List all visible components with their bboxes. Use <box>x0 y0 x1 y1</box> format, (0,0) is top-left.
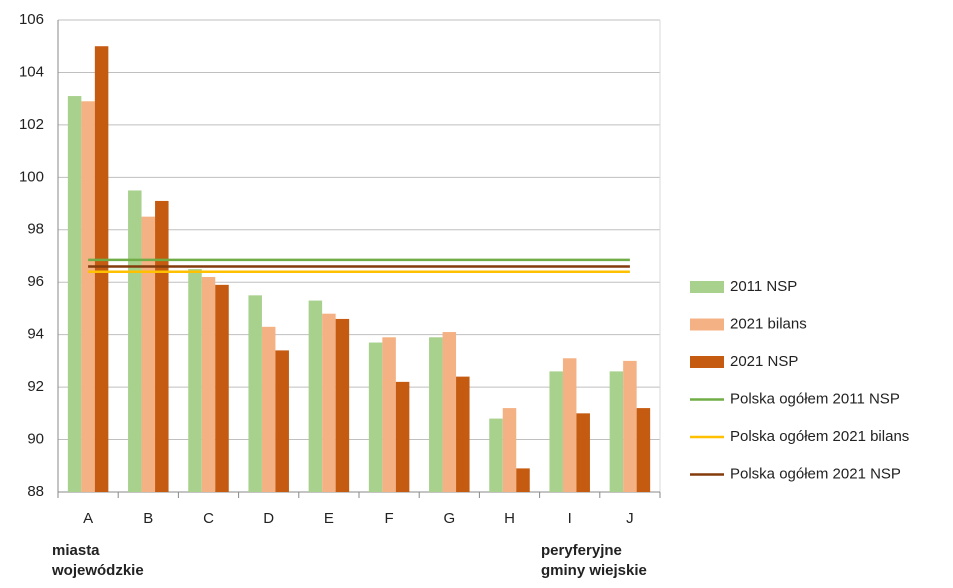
x-tick-label: J <box>626 510 634 527</box>
x-tick-label: I <box>568 510 572 527</box>
bar <box>94 46 109 492</box>
legend-swatch <box>690 318 724 331</box>
bar <box>516 468 530 492</box>
y-tick-label: 96 <box>27 273 44 290</box>
bar <box>335 318 350 492</box>
bar <box>609 371 624 492</box>
bar <box>502 408 517 492</box>
bar <box>429 337 443 492</box>
annotation: miasta <box>52 542 100 559</box>
bar <box>141 216 156 492</box>
bar <box>308 300 323 492</box>
bar <box>576 413 590 492</box>
x-tick-label: G <box>443 510 455 527</box>
bar <box>322 313 336 492</box>
bar <box>155 200 169 492</box>
bar <box>636 408 651 492</box>
bar <box>215 284 229 492</box>
bar <box>128 190 142 492</box>
bar <box>368 342 383 492</box>
legend-label: Polska ogółem 2021 bilans <box>730 428 909 445</box>
y-tick-label: 94 <box>27 326 44 343</box>
x-tick-label: E <box>324 510 334 527</box>
legend-label: Polska ogółem 2011 NSP <box>730 390 900 407</box>
annotation: gminy wiejskie <box>541 562 647 579</box>
annotation: peryferyjne <box>541 542 622 559</box>
legend-label: 2021 bilans <box>730 315 807 332</box>
annotation: wojewódzkie <box>51 562 144 579</box>
bar <box>275 350 289 492</box>
bar <box>382 337 396 492</box>
bar <box>248 295 262 492</box>
bar <box>623 360 637 492</box>
bar <box>188 269 202 492</box>
y-tick-label: 90 <box>27 431 44 448</box>
legend-label: 2021 NSP <box>730 353 798 370</box>
legend-label: Polska ogółem 2021 NSP <box>730 465 901 482</box>
bar <box>81 101 95 493</box>
bar <box>395 381 410 492</box>
bar <box>456 376 470 492</box>
bar <box>562 358 577 492</box>
y-tick-label: 104 <box>19 63 44 80</box>
x-tick-label: C <box>203 510 214 527</box>
y-tick-label: 92 <box>27 378 44 395</box>
x-tick-label: D <box>263 510 274 527</box>
bar <box>489 418 503 492</box>
bar <box>549 371 563 492</box>
bar <box>442 332 457 492</box>
bar <box>261 326 276 492</box>
x-tick-label: A <box>83 510 93 527</box>
bar <box>201 276 216 492</box>
y-tick-label: 88 <box>27 483 44 500</box>
legend-swatch <box>690 281 724 293</box>
legend-swatch <box>690 356 724 368</box>
y-tick-label: 98 <box>27 221 44 238</box>
legend-label: 2011 NSP <box>730 278 797 295</box>
y-tick-label: 102 <box>19 116 44 133</box>
x-tick-label: F <box>385 510 394 527</box>
x-tick-label: H <box>504 510 515 527</box>
x-tick-label: B <box>143 510 153 527</box>
bar <box>67 96 82 493</box>
y-tick-label: 106 <box>19 11 44 28</box>
y-tick-label: 100 <box>19 168 44 185</box>
